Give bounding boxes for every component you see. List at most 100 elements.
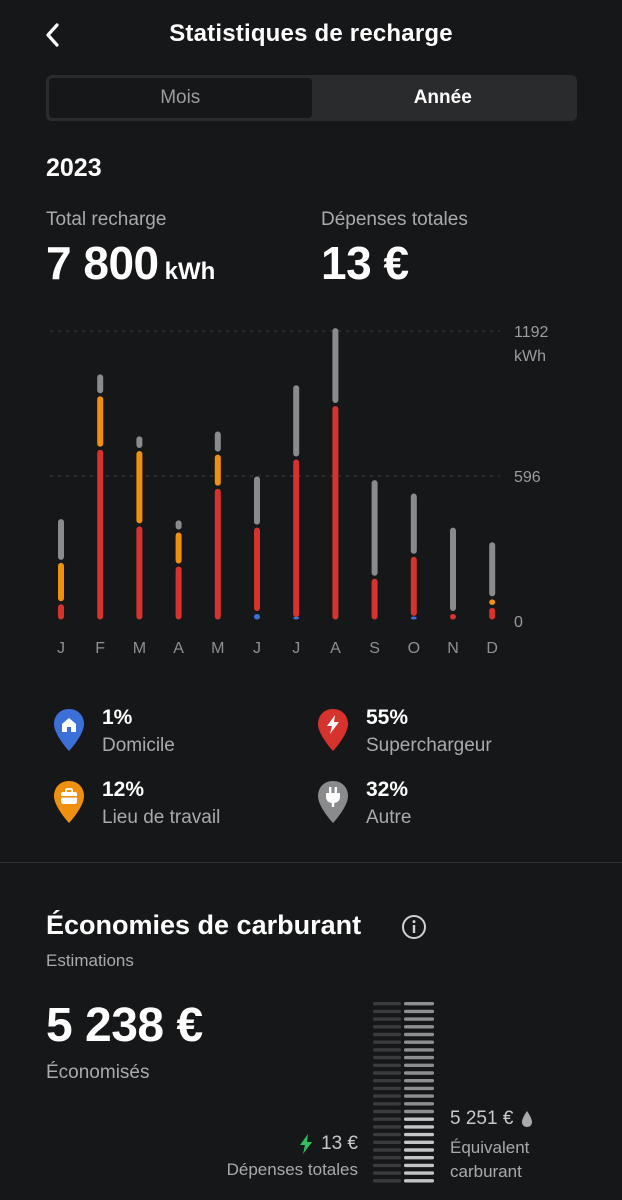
lightning-icon	[318, 709, 348, 751]
bar-segment-superchargeur	[489, 607, 496, 620]
savings-bar-line	[373, 1079, 401, 1083]
bar-segment-autre	[410, 493, 417, 554]
bar-segment-autre	[58, 519, 64, 560]
savings-bar-line	[373, 1055, 401, 1060]
plug-icon	[318, 781, 348, 823]
total-charge-unit: kWh	[164, 258, 216, 285]
savings-bar-line	[373, 1132, 401, 1137]
savings-bar-line	[373, 1109, 401, 1114]
page-title: Statistiques de recharge	[169, 20, 453, 47]
savings-bar-line	[373, 1017, 401, 1021]
x-tick-label: F	[95, 640, 105, 657]
fuel-bar-line	[404, 1055, 434, 1060]
y-unit-label: kWh	[514, 348, 546, 365]
bar-segment-lieu-de-travail	[489, 599, 496, 605]
bar-segment-superchargeur	[371, 578, 378, 620]
bar-segment-autre	[97, 374, 104, 394]
bar-segment-autre	[489, 542, 496, 597]
fuel-equivalent-value: 5 251 €	[450, 1108, 533, 1130]
fuel-drop-icon	[522, 1111, 533, 1127]
back-button[interactable]	[38, 20, 68, 50]
bar-segment-domicile	[254, 613, 260, 620]
legend-autre: 32% Autre	[316, 777, 411, 831]
fuel-bar-line	[404, 1025, 434, 1029]
fuel-savings-title: Économies de carburant	[46, 910, 362, 940]
cost-label: Dépenses totales	[226, 1160, 358, 1179]
bar-segment-lieu-de-travail	[214, 454, 221, 486]
tab-annee[interactable]: Année	[413, 87, 472, 108]
savings-bar-line	[373, 1094, 401, 1098]
tab-mois[interactable]: Mois	[49, 78, 312, 118]
x-tick-label: J	[57, 640, 65, 657]
bar-segment-superchargeur	[58, 604, 64, 620]
bar-segment-lieu-de-travail	[175, 532, 182, 564]
fuel-bar-line	[404, 1132, 434, 1137]
legend-name: Lieu de travail	[102, 807, 221, 828]
fuel-savings-subtitle: Estimations	[46, 951, 134, 970]
fuel-bar-line	[404, 1032, 434, 1037]
bar-segment-lieu-de-travail	[97, 396, 104, 447]
bar-segment-superchargeur	[293, 459, 300, 618]
fuel-bar-line	[404, 1009, 434, 1014]
year-heading: 2023	[46, 154, 102, 182]
savings-bar-line	[373, 1025, 401, 1029]
x-tick-label: J	[292, 640, 300, 657]
x-tick-label: M	[133, 640, 146, 657]
bar-segment-autre	[136, 436, 143, 448]
fuel-bar-line	[404, 1163, 434, 1168]
legend-name: Domicile	[102, 735, 175, 756]
fuel-bar-line	[404, 1048, 434, 1052]
fuel-bar-line	[404, 1040, 434, 1044]
savings-comparison-graphic	[373, 1002, 434, 1183]
savings-bar-line	[373, 1117, 401, 1121]
chevron-left-icon	[46, 23, 59, 47]
bar-segment-autre	[332, 328, 339, 403]
fuel-bar-line	[404, 1109, 434, 1114]
bar-segment-autre	[254, 476, 260, 525]
total-charge-label: Total recharge	[46, 209, 167, 230]
fuel-bar-line	[404, 1071, 434, 1075]
total-spend-value: 13 €	[321, 237, 409, 289]
fuel-equivalent-amount: 5 251 €	[450, 1108, 514, 1129]
legend-name: Autre	[366, 807, 412, 828]
legend-pct: 32%	[366, 778, 409, 801]
x-tick-label: A	[173, 640, 184, 657]
bar-segment-autre	[175, 520, 182, 530]
info-icon[interactable]	[401, 914, 427, 940]
bar-segment-autre	[371, 480, 378, 576]
fuel-bar-line	[404, 1102, 434, 1106]
fuel-bar-line	[404, 1117, 434, 1121]
savings-bar-line	[373, 1032, 401, 1037]
bar-segment-superchargeur	[254, 527, 260, 611]
fuel-bar-line	[404, 1148, 434, 1152]
x-tick-label: N	[447, 640, 459, 657]
fuel-bar-line	[404, 1140, 434, 1144]
saved-amount: 5 238 €	[46, 999, 203, 1052]
bar-segment-lieu-de-travail	[58, 562, 64, 602]
savings-bar-line	[373, 1002, 401, 1006]
bar-segment-autre	[450, 527, 456, 611]
bar-segment-superchargeur	[214, 488, 221, 620]
savings-bar-line	[373, 1171, 401, 1175]
top-bar: Statistiques de recharge	[0, 0, 622, 70]
savings-bar-line	[373, 1086, 401, 1091]
savings-bar-line	[373, 1071, 401, 1075]
briefcase-icon	[54, 781, 84, 823]
fuel-equivalent-label-line2: carburant	[450, 1162, 522, 1181]
savings-bar-line	[373, 1040, 401, 1044]
fuel-bar-line	[404, 1156, 434, 1160]
x-tick-label: D	[486, 640, 498, 657]
fuel-bar-line	[404, 1002, 434, 1006]
legend-lieu-de-travail: 12% Lieu de travail	[52, 777, 220, 831]
home-icon	[54, 709, 84, 751]
fuel-equivalent-label: Équivalent carburant	[450, 1136, 529, 1184]
period-tabs: Mois Année	[46, 75, 577, 121]
bar-segment-superchargeur	[332, 405, 339, 620]
savings-bar-line	[373, 1163, 401, 1168]
savings-bar-line	[373, 1148, 401, 1152]
legend-pct: 1%	[102, 706, 133, 729]
section-divider	[0, 862, 622, 863]
total-charge-number: 7 800	[46, 237, 159, 289]
y-tick-label: 1192	[514, 324, 549, 341]
x-tick-label: M	[211, 640, 224, 657]
